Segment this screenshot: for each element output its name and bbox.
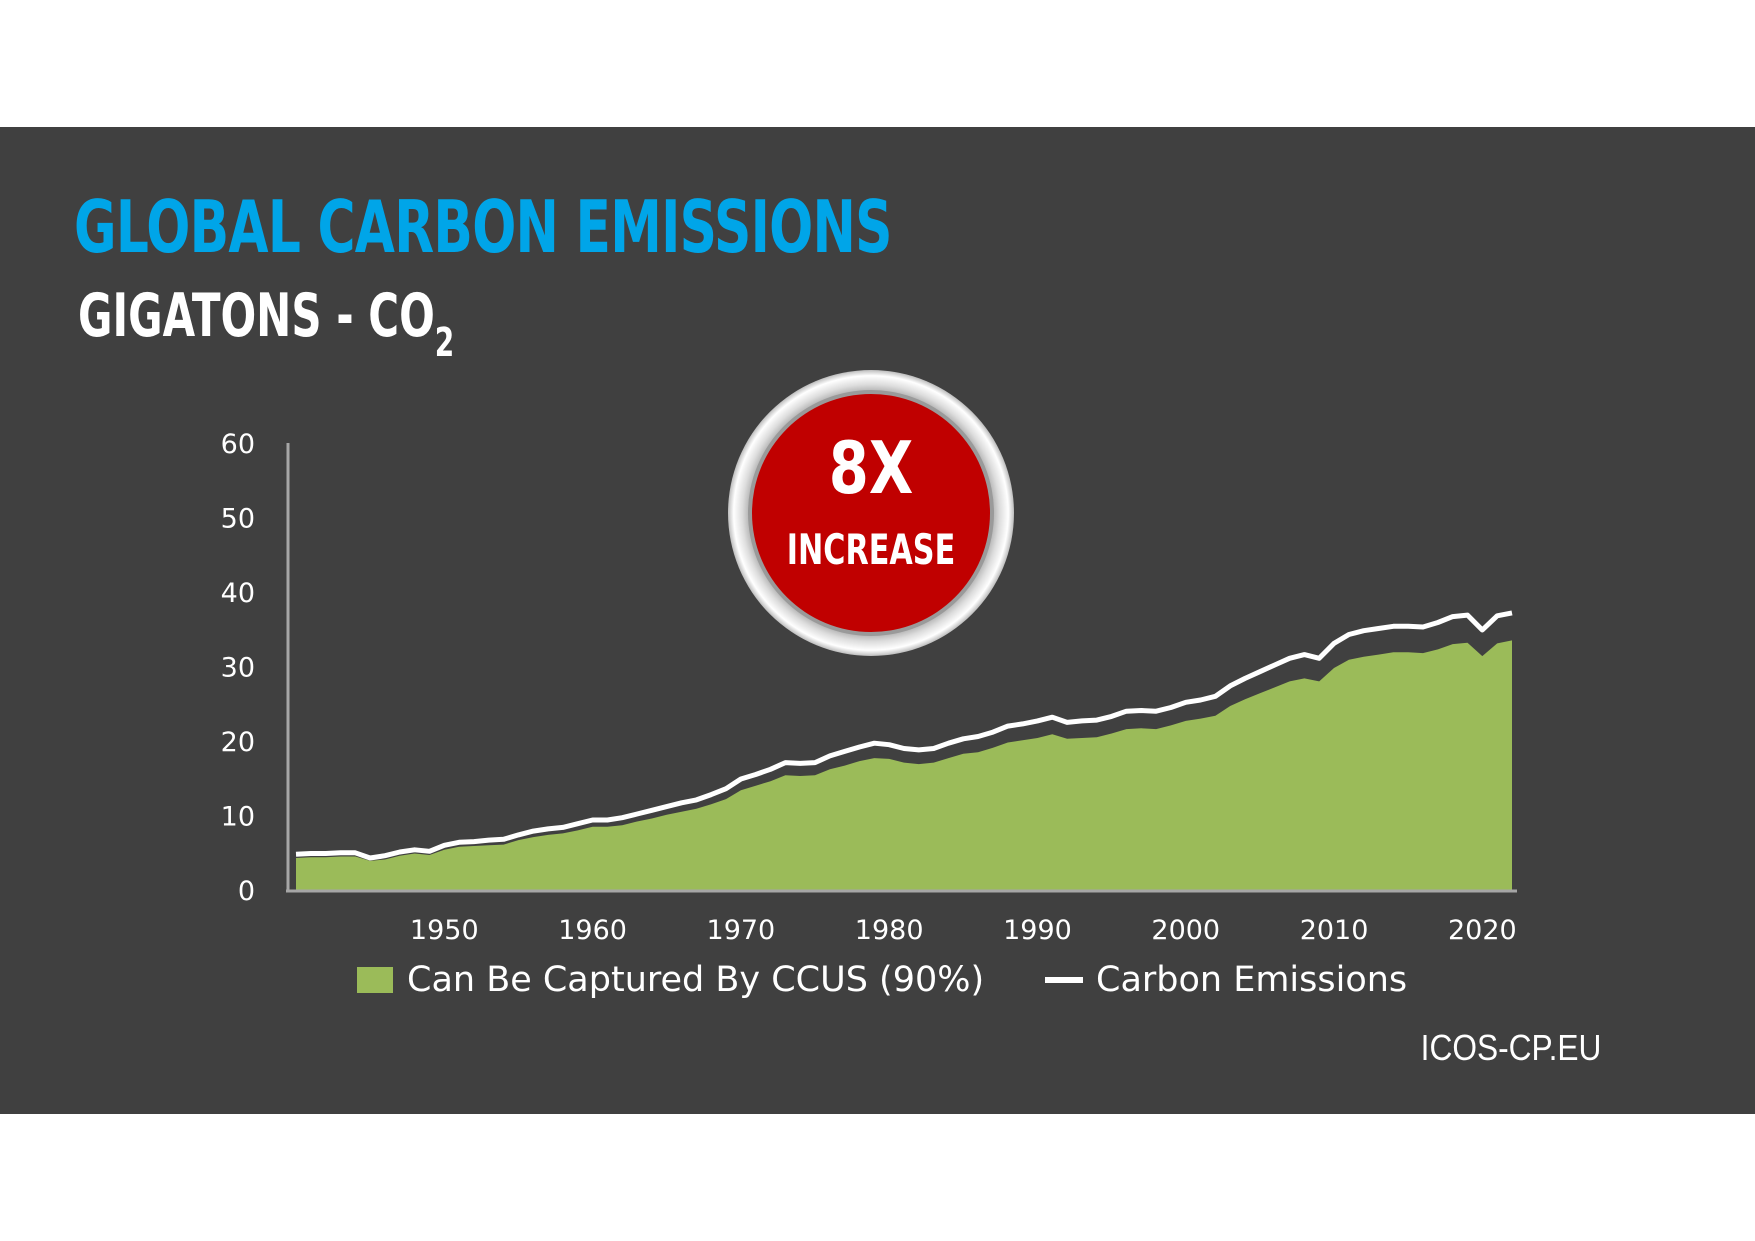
increase-badge: 8X INCREASE xyxy=(728,370,1014,656)
chart-title: GLOBAL CARBON EMISSIONS xyxy=(74,185,892,269)
legend-label-line: Carbon Emissions xyxy=(1096,960,1407,1000)
source-label: ICOS-CP.EU xyxy=(1420,1027,1601,1068)
chart-subtitle: GIGATONS - CO2 xyxy=(78,286,454,363)
x-tick-label: 1950 xyxy=(410,915,479,946)
x-axis-ticks: 1950 1960 1970 1980 1990 2000 2010 2020 xyxy=(410,915,1517,946)
x-tick-label: 2000 xyxy=(1151,915,1220,946)
x-tick-label: 1980 xyxy=(855,915,924,946)
y-tick-label: 0 xyxy=(238,876,255,907)
y-axis-ticks: 0 10 20 30 40 50 60 xyxy=(221,429,255,907)
plot-area: 0 10 20 30 40 50 60 1950 1960 1970 1980 1990 2000 20… xyxy=(221,429,1517,946)
badge-main-text: 8X xyxy=(829,427,913,511)
x-tick-label: 1970 xyxy=(707,915,776,946)
x-tick-label: 1960 xyxy=(558,915,627,946)
y-tick-label: 20 xyxy=(221,727,255,758)
x-tick-label: 2020 xyxy=(1448,915,1517,946)
y-tick-label: 50 xyxy=(221,504,255,535)
legend: Can Be Captured By CCUS (90%) Carbon Emi… xyxy=(357,960,1407,1000)
y-tick-label: 60 xyxy=(221,429,255,460)
x-tick-label: 2010 xyxy=(1300,915,1369,946)
subtitle-subscript: 2 xyxy=(434,320,455,366)
y-tick-label: 10 xyxy=(221,802,255,833)
badge-disc xyxy=(752,394,990,632)
badge-sub-text: INCREASE xyxy=(787,525,955,574)
ccus-area xyxy=(296,640,1512,890)
x-tick-label: 1990 xyxy=(1003,915,1072,946)
subtitle-main: GIGATONS - CO xyxy=(78,281,435,351)
dark-panel: GLOBAL CARBON EMISSIONS GIGATONS - CO2 I… xyxy=(0,127,1755,1114)
legend-label-area: Can Be Captured By CCUS (90%) xyxy=(407,960,984,1000)
y-tick-label: 40 xyxy=(221,578,255,609)
legend-swatch-area xyxy=(357,967,393,993)
y-tick-label: 30 xyxy=(221,653,255,684)
emissions-line xyxy=(295,610,1513,861)
